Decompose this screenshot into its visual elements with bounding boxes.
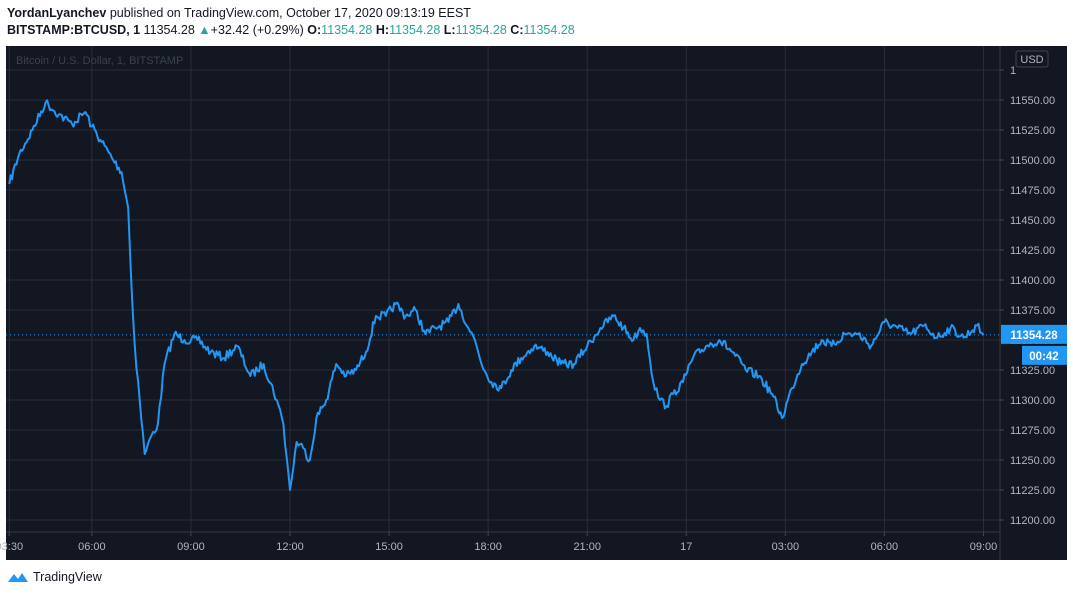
close-label: C: [510, 23, 524, 37]
x-tick-label: 09:00 [970, 541, 998, 553]
publish-line: YordanLyanchev published on TradingView.… [7, 5, 1007, 22]
y-tick-label: 11500.00 [1010, 155, 1055, 167]
footer-brand[interactable]: TradingView [33, 570, 102, 584]
last-price: 11354.28 [143, 23, 195, 37]
x-tick-label: 09:00 [177, 541, 205, 553]
last-price-badge: 11354.28 [1001, 324, 1067, 344]
ohlc-line: BITSTAMP:BTCUSD, 1 11354.28 ▲+32.42 (+0.… [7, 22, 1007, 39]
y-tick-label: 11300.00 [1010, 395, 1055, 407]
price-change: +32.42 (+0.29%) [210, 23, 304, 37]
countdown-badge: 00:42 [1022, 345, 1067, 365]
x-tick-label: 15:00 [375, 541, 403, 553]
chart-title: Bitcoin / U.S. Dollar, 1, BITSTAMP [16, 55, 183, 67]
y-tick-label: 11450.00 [1010, 215, 1055, 227]
symbol-label: BITSTAMP:BTCUSD, 1 [7, 23, 141, 37]
x-tick-label: 03:30 [0, 541, 23, 553]
series-line-btcusd [8, 99, 985, 491]
x-tick-label: 12:00 [276, 541, 304, 553]
y-tick-label: 11475.00 [1010, 185, 1055, 197]
x-tick-label: 06:00 [78, 541, 106, 553]
countdown-text: 00:42 [1029, 351, 1058, 363]
y-tick-label: 1 [1010, 65, 1016, 77]
y-tick-label: 11525.00 [1010, 125, 1055, 137]
y-tick-label: 11375.00 [1010, 305, 1055, 317]
x-tick-label: 18:00 [474, 541, 502, 553]
open-label: O: [307, 23, 322, 37]
x-tick-label: 06:00 [871, 541, 899, 553]
x-tick-label: 21:00 [573, 541, 601, 553]
y-tick-label: 11200.00 [1010, 515, 1055, 527]
chart-header: YordanLyanchev published on TradingView.… [7, 5, 1007, 39]
published-text: published on TradingView.com, October 17… [109, 6, 471, 20]
open-value: 11354.28 [321, 23, 373, 37]
y-tick-label: 11275.00 [1010, 425, 1055, 437]
time-axis-labels: 03:30 06:00 09:00 12:00 15:00 18:00 21:00 17 03:… [0, 532, 997, 553]
x-tick-label: 03:00 [772, 541, 800, 553]
y-tick-label: 11250.00 [1010, 455, 1055, 467]
last-price-badge-text: 11354.28 [1010, 330, 1058, 342]
low-value: 11354.28 [455, 23, 507, 37]
horizontal-grid [6, 69, 1000, 521]
low-label: L: [443, 23, 456, 37]
up-arrow-icon: ▲ [198, 23, 211, 37]
close-value: 11354.28 [523, 23, 575, 37]
y-tick-label: 11225.00 [1010, 485, 1055, 497]
y-tick-label: 11325.00 [1010, 365, 1055, 377]
y-tick-label: 11400.00 [1010, 275, 1055, 287]
high-value: 11354.28 [389, 23, 441, 37]
y-tick-label: 11550.00 [1010, 95, 1055, 107]
footer: TradingView [7, 567, 102, 587]
high-label: H: [375, 23, 390, 37]
currency-badge[interactable]: USD [1015, 50, 1049, 68]
currency-label: USD [1020, 54, 1043, 66]
chart-background [6, 46, 1067, 560]
author-name[interactable]: YordanLyanchev [7, 6, 107, 20]
tradingview-cloud-icon[interactable] [7, 570, 29, 584]
x-tick-label: 17 [680, 541, 692, 553]
y-tick-label: 11425.00 [1010, 245, 1055, 257]
